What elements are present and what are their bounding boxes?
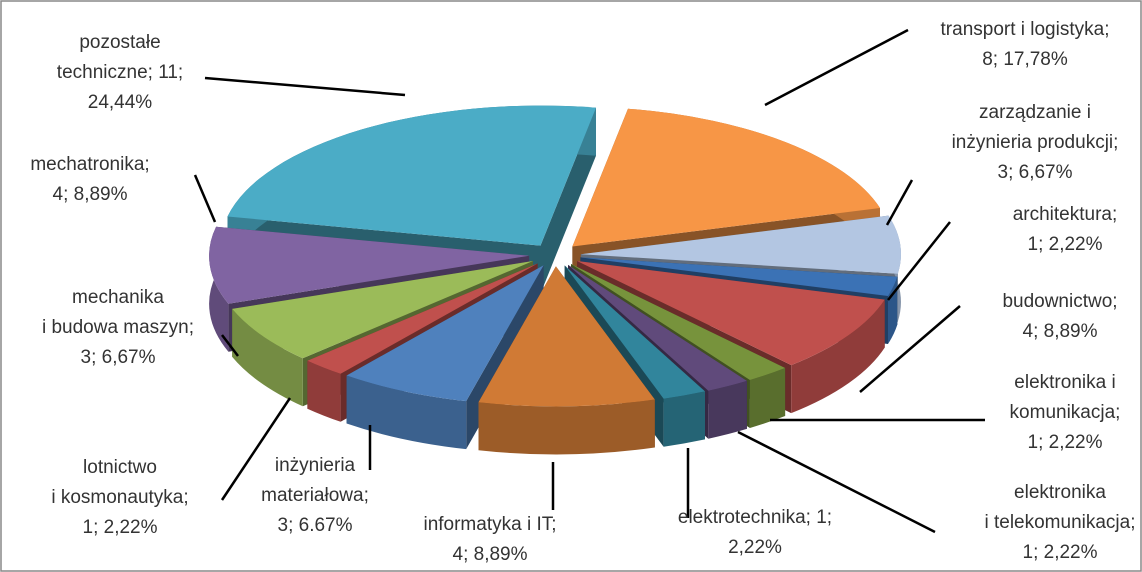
slice-label: mechatronika;	[30, 154, 149, 175]
slice-label: informatyka i IT;	[423, 514, 556, 535]
slice	[232, 261, 533, 359]
slice-label: budownictwo;	[1002, 291, 1117, 312]
slice-label: mechanika	[72, 287, 164, 308]
slice-label: pozostałe	[79, 32, 160, 53]
slice-label: 4; 8,89%	[1023, 321, 1098, 342]
slice	[564, 265, 705, 399]
slice-label: transport i logistyka;	[941, 19, 1110, 40]
slice-label: 24,44%	[88, 92, 153, 113]
slice-label: 2,22%	[728, 537, 782, 558]
leader-line	[221, 334, 239, 357]
slice-label: i telekomunikacja;	[984, 512, 1135, 533]
labels: transport i logistyka; 8; 17,78% zarządzan…	[30, 19, 1135, 565]
leader-line	[859, 305, 961, 393]
leader-line	[737, 430, 936, 534]
slice	[307, 263, 538, 374]
slice-label: 3; 6,67%	[998, 162, 1073, 183]
leader-line	[885, 179, 914, 226]
slice	[346, 265, 544, 402]
leader-line	[204, 76, 406, 97]
slice	[580, 257, 898, 296]
slice	[478, 266, 655, 407]
slice	[227, 105, 596, 246]
slice-label: 3; 6,67%	[81, 347, 156, 368]
slice-label: 4; 8,89%	[453, 544, 528, 565]
slice-wall	[232, 308, 303, 407]
leader-line	[193, 174, 217, 223]
slice-wall	[663, 391, 705, 447]
slice-label: 1; 2,22%	[1023, 542, 1098, 563]
slice	[571, 264, 786, 380]
slice-wall	[749, 368, 786, 428]
slice-label: 1; 2,22%	[1028, 432, 1103, 453]
slice	[572, 108, 880, 247]
slice	[580, 215, 901, 274]
slice-wall	[478, 399, 655, 455]
slice-label: 1; 2,22%	[1028, 234, 1103, 255]
slice-wall	[888, 276, 898, 344]
slice-label: inżynieria produkcji;	[952, 132, 1119, 153]
slice-label: techniczne; 11;	[57, 62, 183, 83]
slice-label: 1; 2,22%	[83, 517, 158, 538]
slice-label: 3; 6.67%	[278, 515, 353, 536]
slice-wall	[791, 299, 885, 414]
slice-label: lotnictwo	[83, 457, 157, 478]
slice-label: komunikacja;	[1010, 402, 1121, 423]
slice-label: 8; 17,78%	[982, 49, 1068, 70]
slice-wall	[346, 375, 467, 450]
slice-wall	[307, 360, 341, 422]
slice-label: 4; 8,89%	[53, 184, 128, 205]
slice-label: architektura;	[1013, 204, 1118, 225]
slice	[577, 261, 885, 366]
slice	[209, 226, 530, 304]
leader-line	[887, 221, 951, 301]
pie	[209, 105, 901, 455]
leader-line	[764, 28, 909, 107]
slice-label: elektronika	[1014, 482, 1106, 503]
slice	[568, 264, 747, 391]
slice-label: elektronika i	[1014, 372, 1115, 393]
leader-line	[220, 397, 292, 501]
slice-label: i kosmonautyka;	[51, 487, 188, 508]
slice-label: inżynieria	[275, 455, 356, 476]
slice-wall	[708, 380, 747, 439]
slice-label: zarządzanie i	[979, 102, 1091, 123]
slice-label: materiałowa;	[261, 485, 369, 506]
slice-label: i budowa maszyn;	[42, 317, 194, 338]
slice-label: elektrotechnika; 1;	[678, 507, 832, 528]
